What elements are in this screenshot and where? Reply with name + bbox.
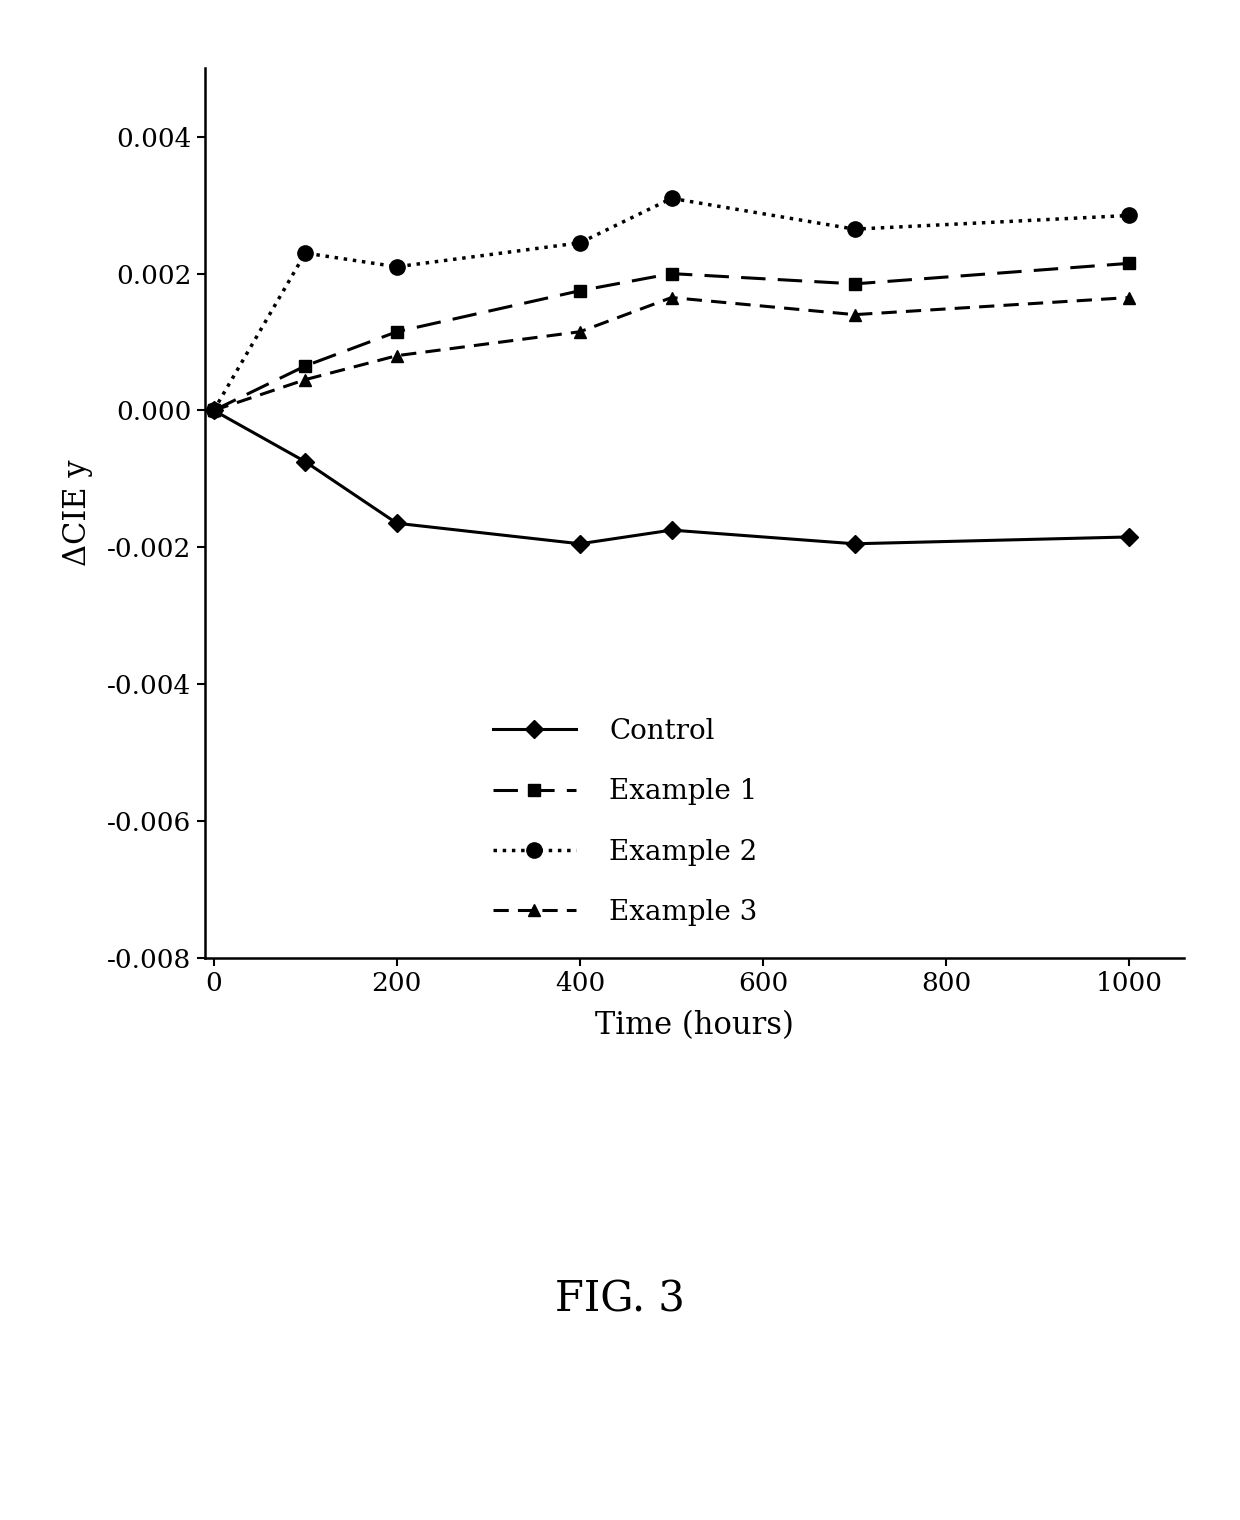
- Example 2: [1122, 207, 1137, 225]
- Y-axis label: ΔCIE y: ΔCIE y: [62, 459, 93, 567]
- Line: Example 1: Example 1: [207, 257, 1136, 416]
- Control: [389, 514, 404, 532]
- Example 1: [206, 401, 221, 420]
- Example 3: [665, 289, 680, 307]
- Control: [1122, 527, 1137, 546]
- Example 2: [298, 245, 312, 263]
- Line: Example 2: Example 2: [206, 190, 1137, 418]
- Control: [206, 401, 221, 420]
- Example 2: [206, 401, 221, 420]
- Control: [847, 535, 862, 553]
- Example 3: [573, 322, 588, 340]
- Legend: Control, Example 1, Example 2, Example 3: Control, Example 1, Example 2, Example 3: [492, 717, 758, 926]
- Example 2: [847, 220, 862, 239]
- Line: Control: Control: [207, 404, 1136, 550]
- Example 1: [1122, 254, 1137, 272]
- Example 2: [573, 234, 588, 252]
- Example 3: [298, 371, 312, 389]
- Example 3: [1122, 289, 1137, 307]
- Text: FIG. 3: FIG. 3: [556, 1278, 684, 1321]
- Example 3: [389, 347, 404, 365]
- Example 3: [847, 306, 862, 324]
- X-axis label: Time (hours): Time (hours): [595, 1009, 794, 1041]
- Control: [665, 521, 680, 540]
- Line: Example 3: Example 3: [207, 292, 1136, 416]
- Example 2: [389, 258, 404, 277]
- Example 3: [206, 401, 221, 420]
- Example 1: [847, 275, 862, 293]
- Control: [298, 453, 312, 471]
- Control: [573, 535, 588, 553]
- Example 1: [389, 322, 404, 340]
- Example 2: [665, 190, 680, 208]
- Example 1: [573, 281, 588, 299]
- Example 1: [665, 264, 680, 283]
- Example 1: [298, 357, 312, 375]
